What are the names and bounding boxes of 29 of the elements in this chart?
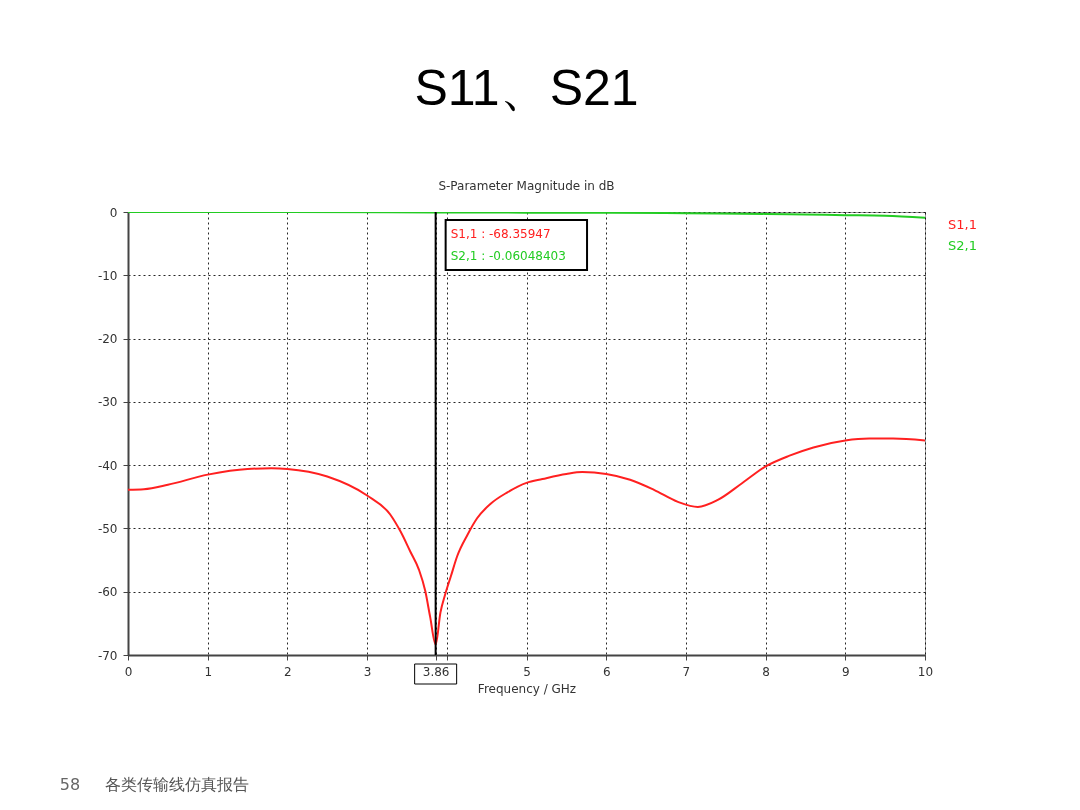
x-tick-label: 0 (124, 664, 133, 679)
text: 各类传输线仿真报告 (105, 775, 249, 794)
y-tick-label: -20 (97, 332, 118, 347)
y-tick-label: -40 (97, 458, 118, 473)
x-tick-label: 3 (363, 664, 372, 679)
y-tick-label: -10 (97, 268, 118, 283)
y-tick-label: 0 (109, 205, 118, 220)
x-tick-label: 5 (523, 664, 531, 679)
annotation: S2,1 : -0.06048403 (450, 249, 566, 263)
chart-subtitle: S-Parameter Magnitude in dB (438, 179, 615, 193)
x-tick-label: 9 (841, 664, 850, 679)
y-tick-label: -60 (97, 585, 118, 600)
x-tick-label: 1 (204, 664, 213, 679)
y-tick-label: -70 (97, 648, 118, 663)
x-tick-label: 6 (602, 664, 611, 679)
line-series (128, 437, 925, 646)
y-tick-label: -30 (97, 395, 118, 410)
text: 58 (59, 775, 81, 794)
x-axis-title: Frequency / GHz (477, 681, 577, 696)
x-tick-label: 8 (762, 664, 770, 679)
annotation: S1,1 : -68.35947 (450, 227, 551, 241)
x-tick-label: 7 (682, 664, 691, 679)
text: S2,1 (948, 237, 977, 253)
text: S1,1 (948, 216, 977, 232)
x-tick-label: 2 (284, 664, 292, 679)
y-tick-label: -50 (97, 521, 118, 536)
x-tick-label: 10 (917, 664, 934, 679)
chart-title: S11、S21 (414, 60, 639, 116)
x-tick-label: 3.86 (422, 664, 450, 679)
